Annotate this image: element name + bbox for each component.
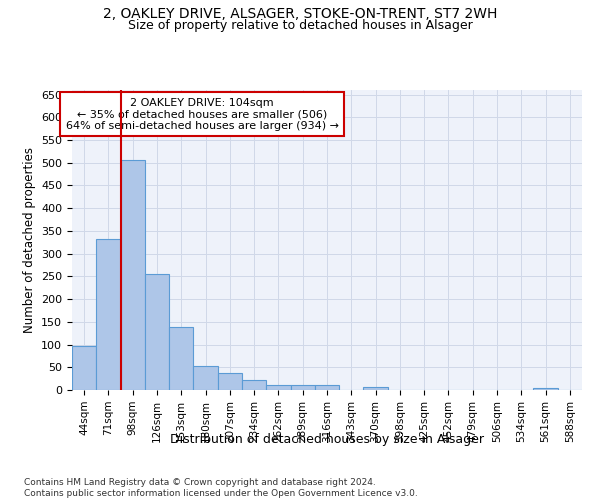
Bar [218,373,242,390]
Text: Distribution of detached houses by size in Alsager: Distribution of detached houses by size … [170,432,484,446]
Text: 2 OAKLEY DRIVE: 104sqm
← 35% of detached houses are smaller (506)
64% of semi-de: 2 OAKLEY DRIVE: 104sqm ← 35% of detached… [65,98,338,130]
Y-axis label: Number of detached properties: Number of detached properties [23,147,35,333]
Bar [121,160,145,390]
Text: Contains HM Land Registry data © Crown copyright and database right 2024.
Contai: Contains HM Land Registry data © Crown c… [24,478,418,498]
Bar [242,380,266,390]
Bar [169,328,193,390]
Bar [193,366,218,390]
Bar [290,386,315,390]
Text: Size of property relative to detached houses in Alsager: Size of property relative to detached ho… [128,18,472,32]
Bar [266,386,290,390]
Bar [145,274,169,390]
Bar [533,388,558,390]
Bar [72,346,96,390]
Bar [315,386,339,390]
Bar [96,238,121,390]
Bar [364,387,388,390]
Text: 2, OAKLEY DRIVE, ALSAGER, STOKE-ON-TRENT, ST7 2WH: 2, OAKLEY DRIVE, ALSAGER, STOKE-ON-TRENT… [103,8,497,22]
